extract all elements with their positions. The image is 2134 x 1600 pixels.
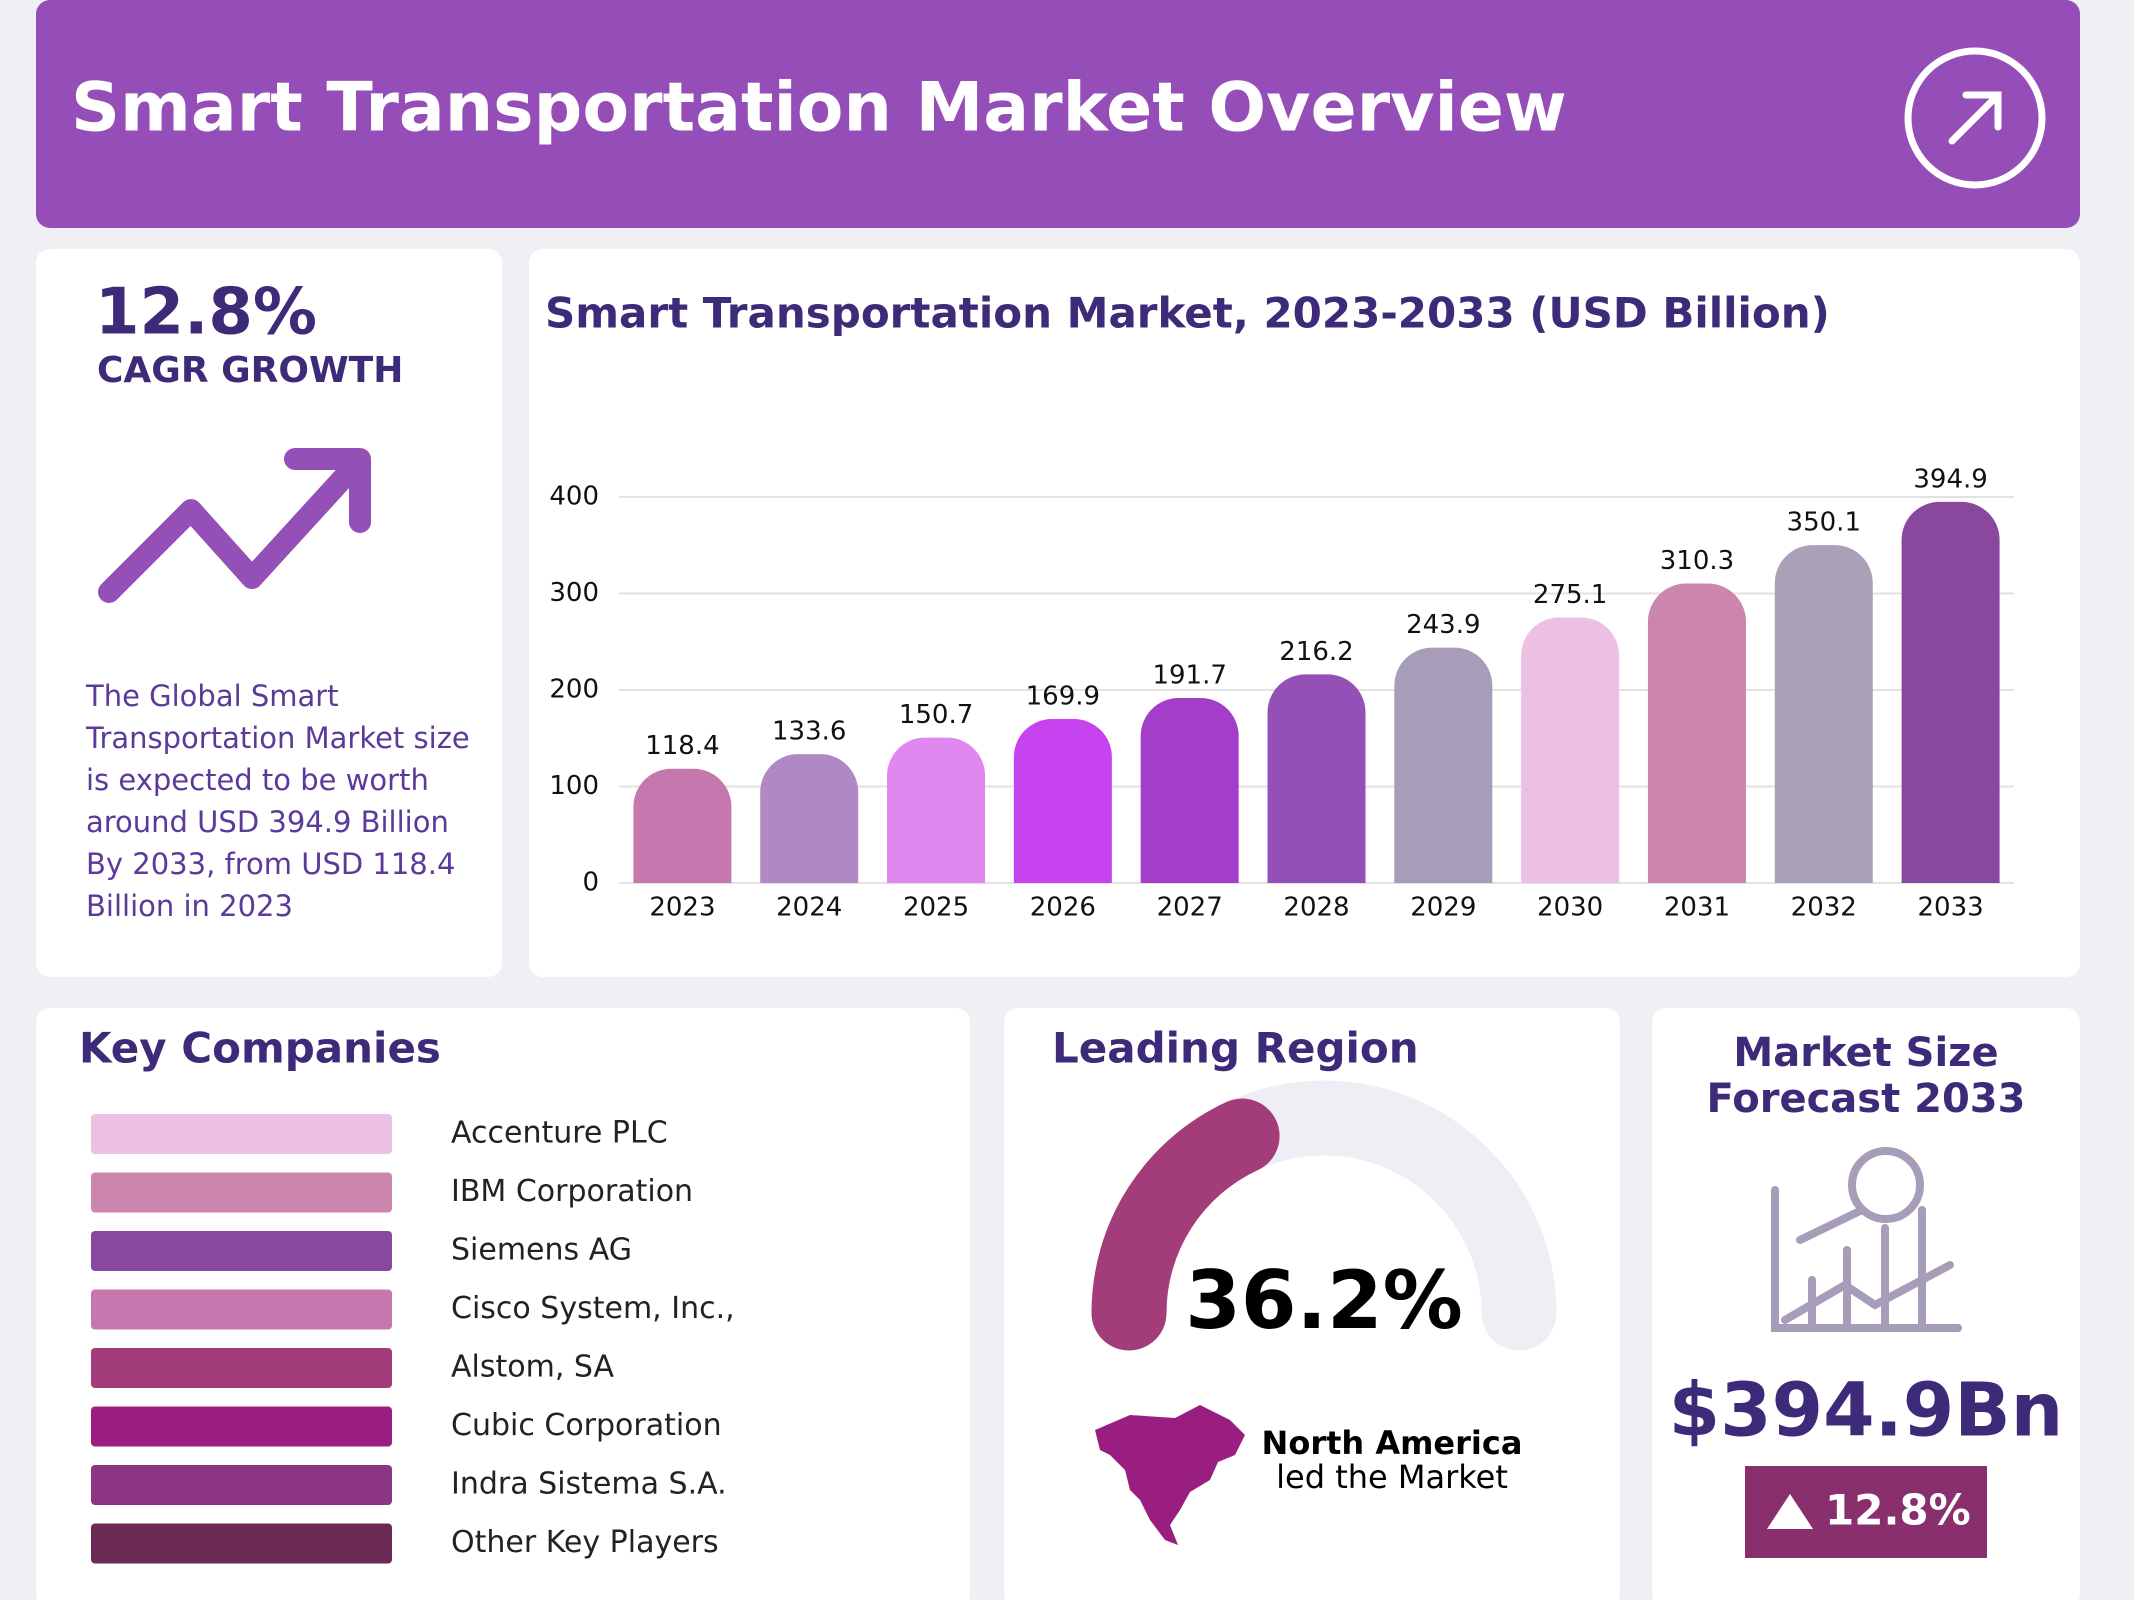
page-title: Smart Transportation Market Overview xyxy=(71,69,1567,148)
companies-title: Key Companies xyxy=(79,1024,441,1073)
up-triangle xyxy=(1767,1494,1813,1529)
company-swatch xyxy=(91,1231,392,1271)
company-swatch xyxy=(91,1465,392,1505)
company-name: Cisco System, Inc., xyxy=(451,1291,735,1326)
x-tick-label: 2033 xyxy=(1918,893,1984,923)
value-label: 350.1 xyxy=(1787,508,1861,538)
company-name: Indra Sistema S.A. xyxy=(451,1467,727,1502)
x-tick-label: 2029 xyxy=(1410,893,1476,923)
value-label: 191.7 xyxy=(1152,661,1226,691)
x-tick-label: 2026 xyxy=(1030,893,1096,923)
header-bar xyxy=(36,0,2080,228)
cagr-panel xyxy=(36,249,502,977)
growth-value: 12.8% xyxy=(1825,1486,1971,1535)
company-name: Other Key Players xyxy=(451,1525,719,1560)
x-tick-label: 2027 xyxy=(1157,893,1223,923)
cagr-description: The Global Smart Transportation Market s… xyxy=(86,679,470,923)
growth-icon xyxy=(98,448,371,603)
cagr-label: CAGR GROWTH xyxy=(97,350,403,391)
region-share: 36.2% xyxy=(1185,1254,1463,1347)
value-label: 133.6 xyxy=(772,717,846,747)
gauge-arc xyxy=(1091,1098,1280,1351)
north-america-map xyxy=(1095,1405,1245,1545)
region-note: led the Market xyxy=(1276,1458,1508,1496)
value-label: 169.9 xyxy=(1026,682,1100,712)
cagr-value: 12.8% xyxy=(95,276,317,350)
region-name: North America xyxy=(1262,1424,1523,1462)
header-icon xyxy=(1904,47,2046,189)
company-swatch xyxy=(91,1114,392,1154)
y-tick-label: 200 xyxy=(549,675,599,705)
bar xyxy=(1647,583,1746,883)
value-label: 118.4 xyxy=(645,731,719,761)
company-name: Siemens AG xyxy=(451,1233,632,1268)
company-swatch xyxy=(91,1406,392,1447)
company-name: IBM Corporation xyxy=(451,1174,693,1209)
value-label: 243.9 xyxy=(1406,610,1480,640)
bar xyxy=(1521,617,1620,883)
company-swatch xyxy=(91,1289,392,1330)
bar xyxy=(1140,698,1239,883)
companies-panel xyxy=(36,1008,970,1600)
company-name: Accenture PLC xyxy=(451,1116,668,1151)
value-label: 275.1 xyxy=(1533,580,1607,610)
company-swatch xyxy=(91,1523,392,1564)
value-label: 310.3 xyxy=(1660,546,1734,576)
x-tick-label: 2030 xyxy=(1537,893,1603,923)
company-swatch xyxy=(91,1172,392,1213)
x-tick-label: 2032 xyxy=(1791,893,1857,923)
market-size-value: $394.9Bn xyxy=(1669,1368,2064,1454)
bar xyxy=(1013,719,1112,883)
bar xyxy=(887,737,986,883)
bar xyxy=(1267,674,1366,883)
market-icon xyxy=(1771,1147,1962,1332)
market-size-panel xyxy=(1652,1008,2080,1600)
x-tick-label: 2028 xyxy=(1283,893,1349,923)
bar xyxy=(1394,647,1493,883)
x-tick-label: 2031 xyxy=(1664,893,1730,923)
y-tick-label: 400 xyxy=(549,482,599,512)
value-label: 150.7 xyxy=(899,700,973,730)
bar xyxy=(760,754,859,883)
y-tick-label: 100 xyxy=(549,771,599,801)
company-name: Cubic Corporation xyxy=(451,1408,722,1443)
x-tick-label: 2023 xyxy=(649,893,715,923)
bar xyxy=(1774,545,1873,883)
bar xyxy=(1901,501,2000,883)
chart-title: Smart Transportation Market, 2023-2033 (… xyxy=(545,289,1830,338)
market-size-title: Market Size Forecast 2033 xyxy=(1706,1030,2026,1122)
bar xyxy=(633,768,732,883)
value-label: 394.9 xyxy=(1913,464,1987,494)
company-swatch xyxy=(91,1348,392,1388)
value-label: 216.2 xyxy=(1279,637,1353,667)
x-tick-label: 2024 xyxy=(776,893,842,923)
company-name: Alstom, SA xyxy=(451,1350,615,1385)
region-title: Leading Region xyxy=(1052,1024,1419,1073)
y-tick-label: 0 xyxy=(582,868,599,898)
y-tick-label: 300 xyxy=(549,578,599,608)
x-tick-label: 2025 xyxy=(903,893,969,923)
